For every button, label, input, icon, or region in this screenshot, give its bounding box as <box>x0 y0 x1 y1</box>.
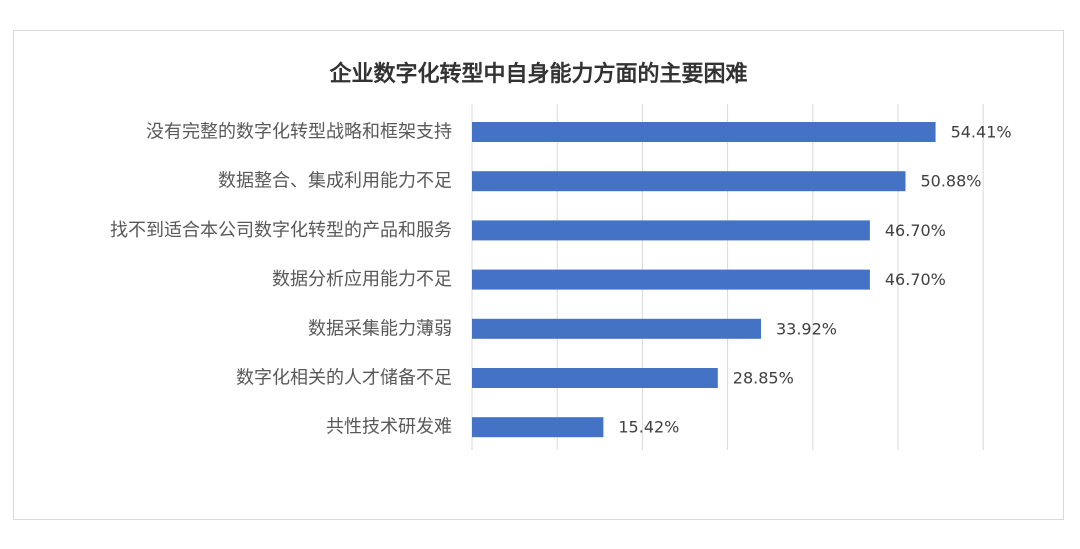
category-label: 数据分析应用能力不足 <box>272 269 452 290</box>
category-label: 数据采集能力薄弱 <box>308 318 452 339</box>
value-label: 15.42% <box>618 418 679 437</box>
bar <box>472 368 718 388</box>
value-label: 54.41% <box>951 123 1012 142</box>
bar <box>472 417 604 438</box>
category-labels: 没有完整的数字化转型战略和框架支持数据整合、集成利用能力不足找不到适合本公司数字… <box>110 122 452 438</box>
value-label: 46.70% <box>885 270 946 289</box>
bars <box>472 122 936 438</box>
category-label: 数字化相关的人才储备不足 <box>236 368 452 389</box>
value-label: 28.85% <box>733 369 794 388</box>
bar <box>472 171 906 192</box>
value-labels: 54.41% 50.88% 46.70% 46.70% 33.92% 28.85% 15.4… <box>618 123 1011 437</box>
category-label: 数据整合、集成利用能力不足 <box>218 171 452 192</box>
category-label: 共性技术研发难 <box>326 417 452 438</box>
category-label: 没有完整的数字化转型战略和框架支持 <box>146 122 452 143</box>
value-label: 50.88% <box>920 172 981 191</box>
bar <box>472 318 761 339</box>
bar <box>472 220 870 241</box>
bar <box>472 269 870 290</box>
category-label: 找不到适合本公司数字化转型的产品和服务 <box>110 220 452 241</box>
value-label: 33.92% <box>776 319 837 338</box>
bar <box>472 122 936 142</box>
value-label: 46.70% <box>885 221 946 240</box>
chart-title: 企业数字化转型中自身能力方面的主要困难 <box>329 61 748 87</box>
